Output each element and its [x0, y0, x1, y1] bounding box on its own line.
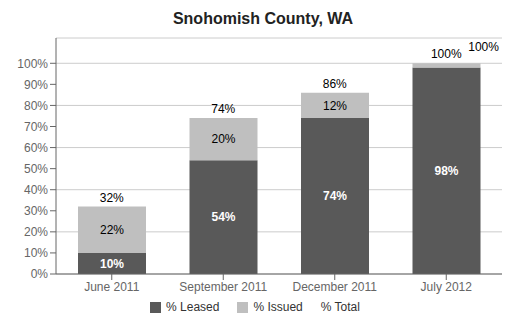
svg-text:54%: 54% [211, 210, 235, 224]
svg-text:50%: 50% [24, 162, 48, 176]
svg-text:86%: 86% [323, 77, 347, 91]
html-text:% Total: % Total [320, 300, 360, 314]
svg-text:10%: 10% [100, 257, 124, 271]
svg-text:June 2011: June 2011 [84, 280, 139, 294]
svg-text:December 2011: December 2011 [293, 280, 378, 294]
svg-text:30%: 30% [24, 204, 48, 218]
svg-text:22%: 22% [100, 223, 124, 237]
svg-text:80%: 80% [24, 99, 48, 113]
svg-text:10%: 10% [24, 246, 48, 260]
svg-text:20%: 20% [24, 225, 48, 239]
svg-text:74%: 74% [211, 102, 235, 116]
html-text:Snohomish County, WA: Snohomish County, WA [172, 10, 354, 27]
html-text:% Leased: % Leased [166, 300, 220, 314]
svg-text:100%: 100% [17, 57, 48, 71]
svg-text:100%: 100% [468, 40, 499, 54]
svg-text:60%: 60% [24, 141, 48, 155]
svg-text:0%: 0% [31, 267, 49, 281]
svg-text:98%: 98% [434, 164, 458, 178]
svg-text:12%: 12% [323, 99, 347, 113]
svg-text:32%: 32% [100, 191, 124, 205]
svg-text:74%: 74% [323, 189, 347, 203]
svg-text:70%: 70% [24, 120, 48, 134]
html-text:% Issued: % Issued [253, 300, 303, 314]
svg-text:90%: 90% [24, 78, 48, 92]
svg-text:100%: 100% [431, 47, 462, 61]
svg-text:40%: 40% [24, 183, 48, 197]
svg-text:July 2012: July 2012 [421, 280, 473, 294]
svg-text:September 2011: September 2011 [179, 280, 267, 294]
svg-text:20%: 20% [211, 132, 235, 146]
